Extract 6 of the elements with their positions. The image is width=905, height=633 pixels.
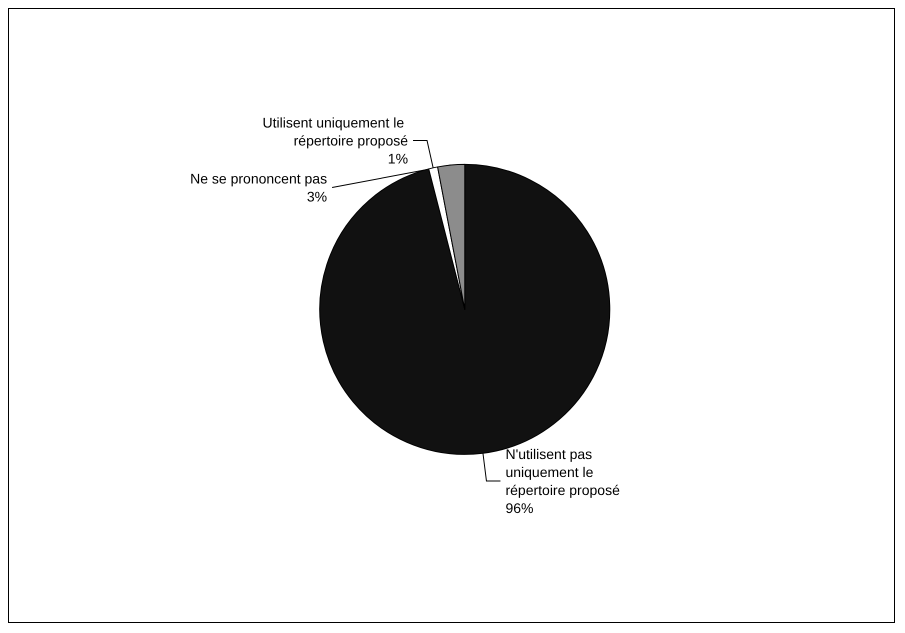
data-label: 3% [306,188,328,205]
data-label: 96% [505,500,534,516]
slice-label: N'utilisent pas uniquement le répertoire proposé [505,446,620,498]
slice-label: Utilisent uniquement le répertoire proposé [262,114,408,149]
data-label: 1% [388,150,408,167]
slice-label: Ne se prononcent pas [190,170,328,187]
